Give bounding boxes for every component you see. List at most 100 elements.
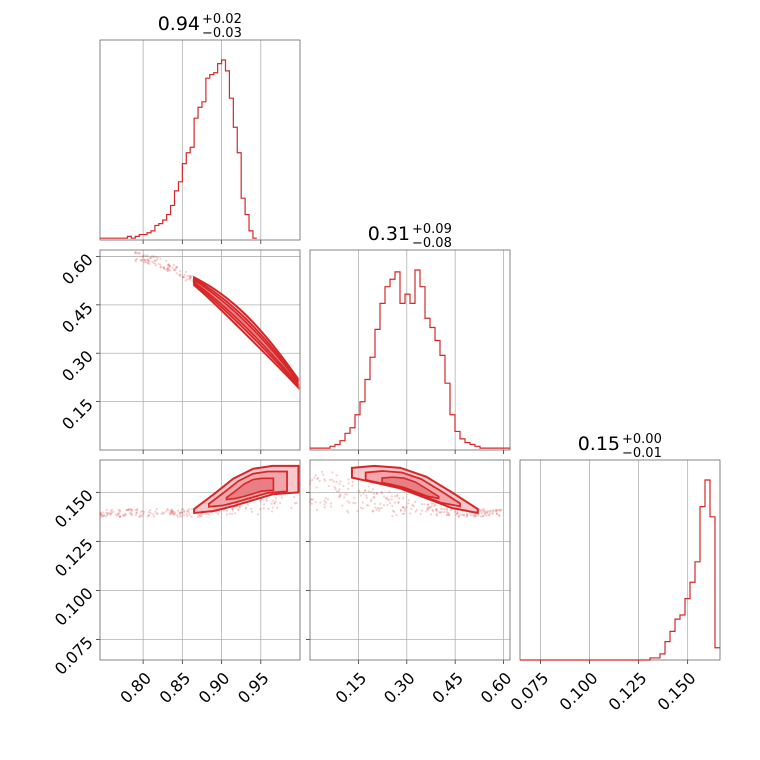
sample-point bbox=[189, 276, 192, 279]
title-0-plus: +0.02 bbox=[202, 12, 242, 27]
sample-point bbox=[190, 515, 193, 518]
sample-point bbox=[167, 263, 170, 266]
sample-point bbox=[347, 487, 350, 491]
sample-point bbox=[395, 514, 398, 517]
sample-point bbox=[324, 497, 327, 500]
sample-point bbox=[117, 508, 120, 511]
sample-point bbox=[167, 263, 170, 267]
sample-point bbox=[479, 510, 482, 513]
sample-point bbox=[137, 251, 140, 254]
sample-point bbox=[466, 514, 469, 517]
sample-point bbox=[171, 266, 174, 269]
sample-point bbox=[356, 510, 359, 513]
sample-point bbox=[440, 510, 443, 514]
sample-point bbox=[438, 511, 441, 514]
sample-point bbox=[152, 255, 155, 258]
sample-point bbox=[205, 512, 208, 515]
sample-point bbox=[486, 511, 489, 515]
sample-point bbox=[447, 511, 450, 515]
sample-point bbox=[175, 514, 179, 517]
sample-point bbox=[345, 493, 349, 496]
sample-point bbox=[403, 512, 406, 515]
sample-point bbox=[339, 480, 342, 483]
sample-point bbox=[491, 511, 494, 514]
sample-point bbox=[404, 507, 407, 511]
sample-point bbox=[156, 256, 160, 259]
sample-point bbox=[270, 502, 273, 505]
sample-point bbox=[149, 256, 152, 260]
sample-point bbox=[149, 509, 152, 512]
sample-point bbox=[483, 513, 486, 516]
sample-point bbox=[215, 511, 218, 514]
sample-point bbox=[342, 485, 345, 488]
sample-point bbox=[173, 512, 176, 516]
sample-point bbox=[386, 503, 389, 507]
sample-point bbox=[130, 513, 133, 517]
sample-point bbox=[155, 258, 158, 261]
sample-point bbox=[159, 257, 162, 260]
sample-point bbox=[420, 502, 424, 506]
sample-point bbox=[207, 512, 210, 516]
sample-point bbox=[142, 510, 146, 514]
sample-point bbox=[482, 508, 485, 511]
sample-point bbox=[162, 265, 165, 269]
sample-point bbox=[128, 512, 131, 515]
sample-point bbox=[432, 502, 435, 505]
sample-point bbox=[159, 263, 162, 266]
sample-point bbox=[411, 503, 414, 506]
sample-point bbox=[186, 274, 189, 278]
sample-point bbox=[184, 270, 188, 274]
sample-point bbox=[246, 503, 249, 507]
sample-point bbox=[122, 514, 126, 517]
sample-point bbox=[273, 502, 276, 505]
sample-point bbox=[397, 501, 400, 504]
sample-point bbox=[159, 266, 162, 269]
sample-point bbox=[274, 497, 277, 500]
sample-point bbox=[466, 515, 469, 518]
sample-point bbox=[443, 508, 446, 511]
sample-point bbox=[100, 515, 103, 518]
sample-point bbox=[435, 513, 438, 516]
sample-point bbox=[143, 261, 146, 264]
sample-point bbox=[352, 501, 355, 505]
sample-point bbox=[104, 515, 108, 518]
sample-point bbox=[171, 510, 174, 513]
contour-level-3 bbox=[381, 476, 440, 500]
sample-point bbox=[105, 511, 108, 515]
sample-point bbox=[189, 276, 193, 279]
sample-point bbox=[318, 479, 321, 483]
sample-point bbox=[436, 510, 439, 513]
sample-point bbox=[183, 510, 186, 513]
sample-point bbox=[147, 514, 150, 517]
sample-point bbox=[172, 513, 176, 516]
sample-point bbox=[166, 509, 170, 512]
sample-point bbox=[114, 513, 117, 516]
sample-point bbox=[180, 511, 183, 514]
sample-point bbox=[238, 505, 241, 508]
sample-point bbox=[100, 514, 103, 517]
density-p1-p2 bbox=[308, 464, 503, 518]
tick-label-x: 0.80 bbox=[116, 668, 155, 707]
title-2-minus: −0.01 bbox=[622, 446, 662, 461]
sample-point bbox=[171, 510, 174, 513]
sample-point bbox=[412, 505, 415, 508]
sample-point bbox=[290, 506, 293, 509]
panel-frame bbox=[309, 249, 511, 451]
sample-point bbox=[474, 514, 477, 517]
sample-point bbox=[401, 505, 404, 509]
sample-point bbox=[323, 478, 326, 481]
sample-point bbox=[119, 515, 122, 518]
sample-point bbox=[166, 266, 170, 270]
sample-point bbox=[375, 492, 378, 495]
sample-point bbox=[155, 512, 158, 515]
sample-point bbox=[483, 511, 486, 514]
sample-point bbox=[323, 503, 326, 506]
sample-point bbox=[183, 273, 186, 276]
sample-point bbox=[414, 510, 417, 513]
sample-point bbox=[431, 508, 434, 511]
sample-point bbox=[358, 491, 361, 494]
sample-point bbox=[172, 268, 176, 272]
title-0-median: 0.94 bbox=[158, 13, 200, 35]
sample-point bbox=[169, 510, 172, 513]
sample-point bbox=[160, 512, 163, 515]
